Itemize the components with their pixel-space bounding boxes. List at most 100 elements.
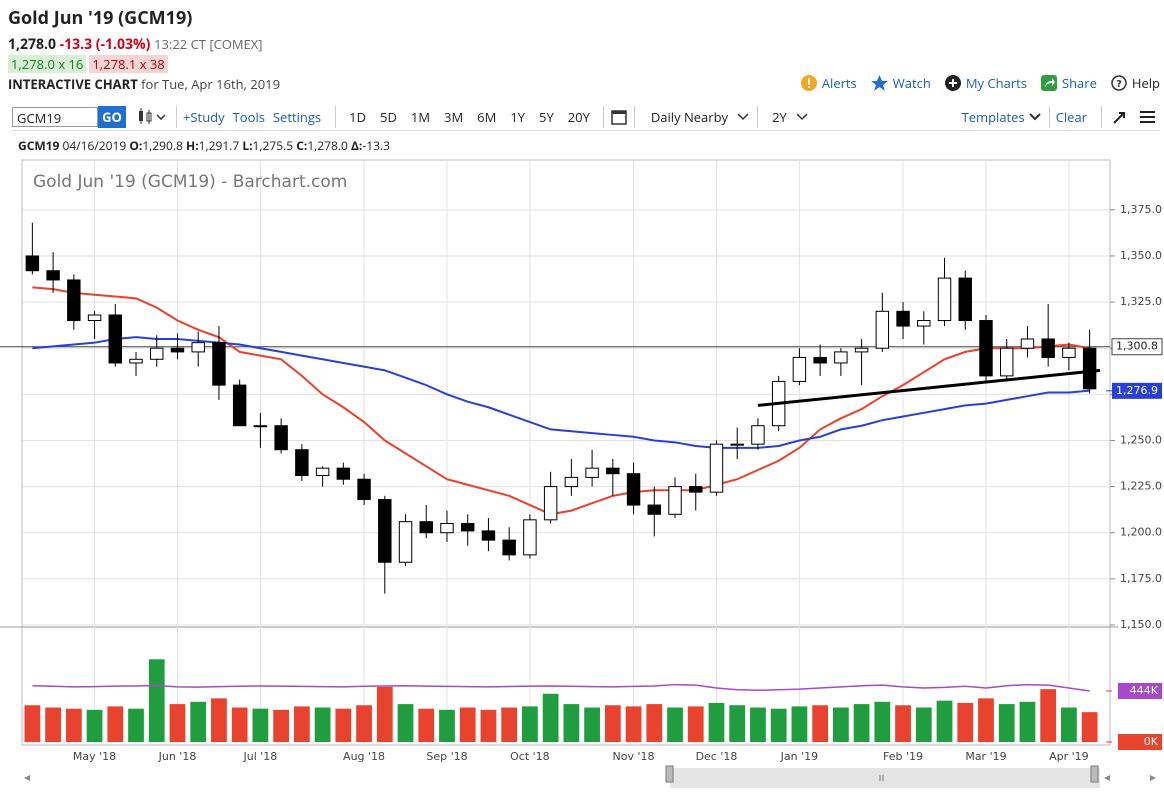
volume-bar xyxy=(874,701,891,742)
settings-button[interactable]: Settings xyxy=(272,108,322,126)
candle-body xyxy=(585,467,599,478)
scroll-grip xyxy=(879,775,884,781)
volume-bar xyxy=(418,708,435,742)
period-button[interactable]: 1D xyxy=(349,108,367,126)
scroll-handle[interactable] xyxy=(665,765,674,783)
symbol-input[interactable]: GCM19 xyxy=(12,107,98,127)
x-tick-label: Jul '18 xyxy=(243,750,278,763)
candle-body xyxy=(87,314,102,322)
help-text: Help xyxy=(1131,74,1160,92)
period-button[interactable]: 1Y xyxy=(510,108,526,126)
volume-bar xyxy=(978,698,994,742)
volume-bar xyxy=(563,704,580,742)
y-tick-label: 1,150.0 xyxy=(1120,618,1162,631)
scroll-arrows xyxy=(1104,775,1156,781)
reference-tag-label: 1,300.8 xyxy=(1116,340,1158,353)
volume-bar xyxy=(957,702,974,742)
volume-bar xyxy=(1081,712,1098,742)
volume-bar xyxy=(252,708,269,742)
volume-average-line xyxy=(32,683,1090,692)
templates-button[interactable]: Templates xyxy=(961,108,1025,126)
volume-bar xyxy=(729,705,746,742)
scroll-arrows xyxy=(24,775,30,781)
volume-bar xyxy=(86,709,103,742)
period-button[interactable]: 5D xyxy=(380,108,397,126)
clear-button[interactable]: Clear xyxy=(1055,108,1087,126)
aggregation-select[interactable]: Daily Nearby xyxy=(650,108,729,126)
help-link[interactable]: ? Help xyxy=(1111,74,1160,92)
x-tick-label: Jan '19 xyxy=(780,750,818,763)
expand-button[interactable] xyxy=(1108,108,1134,126)
scrollbar-track[interactable] xyxy=(670,768,1100,788)
x-tick-label: Nov '18 xyxy=(613,750,655,763)
help-icon: ? xyxy=(1111,75,1127,91)
x-tick-label: Dec '18 xyxy=(696,750,738,763)
share-link[interactable]: Share xyxy=(1040,74,1097,92)
calendar-button[interactable] xyxy=(610,108,628,126)
chart-label: INTERACTIVE CHART xyxy=(8,75,138,93)
go-button[interactable]: GO xyxy=(98,106,126,128)
y-tick-label: 1,200.0 xyxy=(1120,526,1162,539)
plot-frame xyxy=(21,159,1111,746)
y-tick-label: 1,350.0 xyxy=(1120,249,1162,262)
tools-button[interactable]: Tools xyxy=(232,108,265,126)
period-button[interactable]: 3M xyxy=(444,108,464,126)
volume-bar xyxy=(625,706,642,742)
candle-body xyxy=(191,342,205,353)
watch-link[interactable]: Watch xyxy=(870,74,931,92)
y-tick-label: 1,325.0 xyxy=(1120,295,1162,308)
candle-body xyxy=(1062,347,1076,358)
candle-body xyxy=(46,270,60,281)
ohlc-line: GCM19 04/16/2019 O:1,290.8 H:1,291.7 L:1… xyxy=(18,137,390,154)
ohlc-key: O: xyxy=(129,137,143,154)
period-button[interactable]: 1M xyxy=(410,108,431,126)
chart-watermark-title: Gold Jun '19 (GCM19) - Barchart.com xyxy=(33,172,347,192)
x-tick-label: Aug '18 xyxy=(343,750,385,763)
candle-body xyxy=(274,425,288,451)
study-button[interactable]: +Study xyxy=(183,108,225,126)
candle-body xyxy=(668,486,682,515)
mycharts-text: My Charts xyxy=(965,74,1027,92)
separator xyxy=(1101,106,1102,128)
dropdown-arrow xyxy=(796,113,808,121)
candle-body xyxy=(336,467,351,480)
candle-body xyxy=(108,314,123,364)
candle-body xyxy=(295,449,309,477)
candle-body xyxy=(709,443,724,493)
candle-body xyxy=(212,342,226,386)
mycharts-link[interactable]: My Charts xyxy=(944,74,1027,92)
candle-body xyxy=(481,530,496,541)
volume-bar xyxy=(1019,701,1036,742)
ohlc-key: Δ: xyxy=(351,137,363,154)
x-tick-label: Mar '19 xyxy=(965,750,1006,763)
candle-body xyxy=(315,467,330,477)
candle-body xyxy=(626,473,641,506)
share-text: Share xyxy=(1061,74,1097,92)
share-icon xyxy=(1040,75,1057,91)
candle-body xyxy=(979,320,993,377)
volume-bar xyxy=(604,705,621,742)
range-select[interactable]: 2Y xyxy=(772,108,787,126)
bid-ask: 1,278.0 x 16 1,278.1 x 38 xyxy=(8,55,171,73)
ohlc-date: 04/16/2019 xyxy=(62,137,127,154)
scroll-handle[interactable] xyxy=(1090,765,1099,783)
period-button[interactable]: 20Y xyxy=(567,108,590,126)
period-button[interactable]: 5Y xyxy=(539,108,554,126)
volume-tag xyxy=(1118,734,1162,750)
volume-bar xyxy=(770,708,787,742)
candle-body xyxy=(1082,347,1097,390)
chart-label-line: INTERACTIVE CHART for Tue, Apr 16th, 201… xyxy=(8,75,280,93)
ohlc-key: C: xyxy=(296,137,308,154)
volume-bar xyxy=(148,659,165,742)
volume-bar xyxy=(397,704,414,742)
chart-type-button[interactable] xyxy=(136,108,170,126)
price-tag xyxy=(1112,382,1162,399)
moving-average-line xyxy=(32,336,1090,449)
title: Gold Jun '19 (GCM19) xyxy=(8,6,193,30)
alerts-link[interactable]: Alerts xyxy=(800,74,857,92)
volume-bar xyxy=(687,706,704,742)
period-button[interactable]: 6M xyxy=(477,108,497,126)
volume-tag xyxy=(1118,682,1162,699)
menu-button[interactable] xyxy=(1134,108,1160,126)
